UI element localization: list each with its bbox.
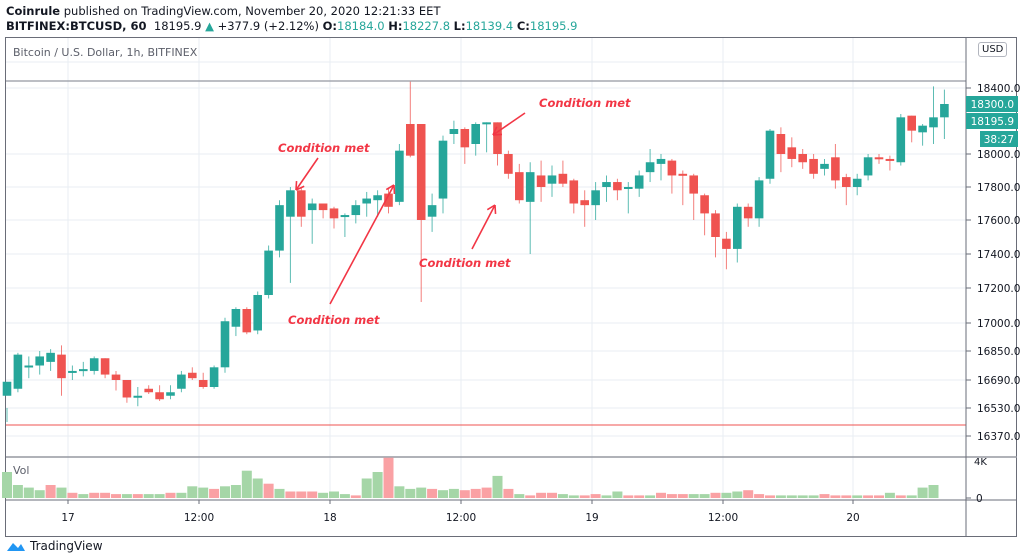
up-triangle-icon: ▲ (205, 19, 214, 33)
open-value: 18184.0 (337, 19, 385, 33)
currency-button[interactable]: USD (978, 42, 1008, 57)
chart-title: Bitcoin / U.S. Dollar, 1h, BITFINEX (13, 46, 198, 59)
high-value: 18227.8 (402, 19, 451, 33)
publisher-name: Coinrule (6, 4, 61, 18)
close-label: C: (516, 19, 530, 33)
open-label: O: (322, 19, 337, 33)
volume-label: Vol (13, 464, 30, 477)
high-label: H: (388, 19, 403, 33)
svg-text:19: 19 (585, 512, 598, 524)
symbol-name: BITFINEX:BTCUSD, 60 (6, 19, 147, 33)
tradingview-cloud-icon (7, 543, 25, 551)
svg-text:16370.0: 16370.0 (977, 431, 1020, 443)
svg-text:Condition met: Condition met (278, 141, 370, 155)
svg-text:Condition met: Condition met (419, 256, 511, 270)
price-change: +377.9 (+2.12%) (217, 19, 319, 33)
svg-text:18: 18 (323, 512, 336, 524)
svg-text:17000.0: 17000.0 (977, 318, 1020, 330)
svg-text:12:00: 12:00 (184, 512, 214, 524)
svg-text:20: 20 (846, 512, 859, 524)
svg-text:17400.0: 17400.0 (977, 249, 1020, 261)
svg-text:17800.0: 17800.0 (977, 182, 1020, 194)
svg-text:16530.0: 16530.0 (977, 403, 1020, 415)
svg-text:Condition met: Condition met (539, 96, 631, 110)
low-value: 18139.4 (465, 19, 514, 33)
svg-text:18000.0: 18000.0 (977, 149, 1020, 161)
svg-text:17: 17 (61, 512, 74, 524)
low-label: L: (453, 19, 466, 33)
svg-text:18400.0: 18400.0 (977, 83, 1020, 95)
close-value: 18195.9 (529, 19, 578, 33)
svg-text:17200.0: 17200.0 (977, 283, 1020, 295)
last-price: 18195.9 (153, 19, 202, 33)
symbol-line: BITFINEX:BTCUSD, 60 18195.9 ▲ +377.9 (+2… (6, 19, 577, 33)
svg-text:4K: 4K (974, 457, 987, 468)
svg-text:18195.9: 18195.9 (971, 116, 1014, 128)
svg-text:12:00: 12:00 (708, 512, 738, 524)
svg-text:16850.0: 16850.0 (977, 346, 1020, 358)
publish-line: Coinrule published on TradingView.com, N… (6, 4, 440, 18)
svg-text:16690.0: 16690.0 (977, 375, 1020, 387)
svg-text:38:27: 38:27 (984, 134, 1014, 146)
tradingview-logo[interactable]: TradingView (6, 539, 103, 553)
publish-info: published on TradingView.com, November 2… (63, 4, 441, 18)
svg-text:Condition met: Condition met (288, 313, 380, 327)
svg-text:12:00: 12:00 (446, 512, 476, 524)
svg-text:17600.0: 17600.0 (977, 215, 1020, 227)
svg-text:0: 0 (976, 493, 983, 505)
chart-frame (5, 37, 1017, 537)
brand-name: TradingView (30, 539, 103, 553)
svg-text:18300.0: 18300.0 (971, 99, 1014, 111)
